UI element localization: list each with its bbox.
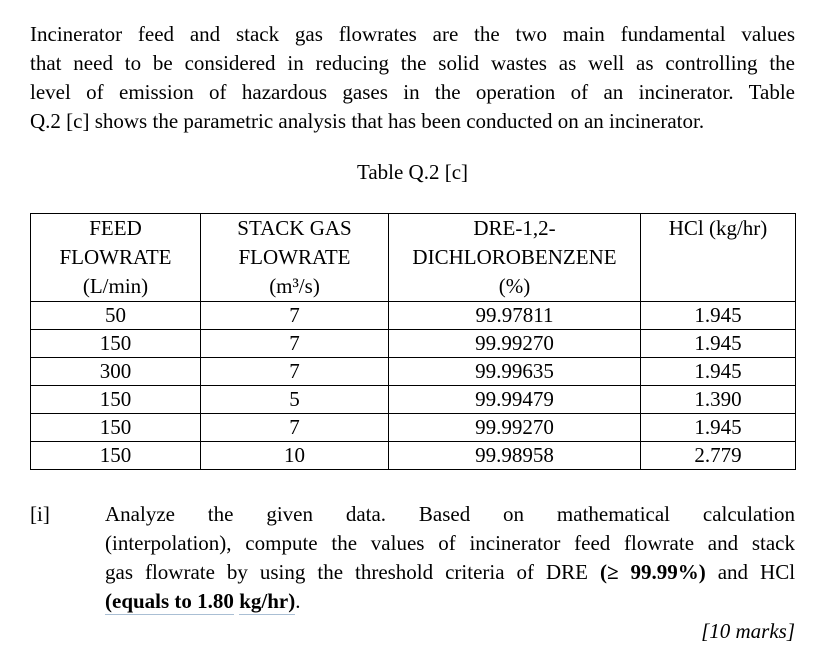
question-line-2: (interpolation), compute the values of i… xyxy=(105,531,795,555)
header-cell-hcl: HCl (kg/hr) xyxy=(640,213,796,302)
table-cell: 7 xyxy=(200,301,389,330)
table-cell: 1.945 xyxy=(640,357,796,386)
table-cell: 150 xyxy=(30,329,201,358)
question-bold-hcl-criteria-part2: kg/hr) xyxy=(239,589,296,615)
table-cell: 150 xyxy=(30,441,201,470)
header-line: FLOWRATE xyxy=(238,245,351,269)
table-caption: Table Q.2 [c] xyxy=(356,160,469,184)
question-bold-hcl-criteria-part1: (equals to 1.80 xyxy=(105,589,234,615)
table-cell: 150 xyxy=(30,385,201,414)
header-cell-dre-dichlorobenzene: DRE-1,2- DICHLOROBENZENE (%) xyxy=(388,213,641,302)
header-line: HCl (kg/hr) xyxy=(668,216,768,240)
header-line: (L/min) xyxy=(82,274,149,298)
table-cell: 1.945 xyxy=(640,301,796,330)
header-line: DICHLOROBENZENE xyxy=(412,245,617,269)
header-line: DRE-1,2- xyxy=(473,216,556,240)
question-line-1: Analyze the given data. Based on mathema… xyxy=(105,502,795,526)
header-line: (%) xyxy=(498,274,531,298)
table-row: 300 7 99.99635 1.945 xyxy=(30,357,796,386)
table-cell: 99.98958 xyxy=(388,441,641,470)
table-row: 150 10 99.98958 2.779 xyxy=(30,441,796,470)
question-text: . xyxy=(295,589,301,613)
table-cell: 99.99270 xyxy=(388,413,641,442)
question-text: gas flowrate by using the threshold crit… xyxy=(105,560,589,584)
intro-paragraph: Incinerator feed and stack gas flowrates… xyxy=(30,20,795,136)
table-cell: 5 xyxy=(200,385,389,414)
question-item-i: [i] Analyze the given data. Based on mat… xyxy=(30,500,795,646)
intro-line-1: Incinerator feed and stack gas flowrates… xyxy=(30,22,795,46)
question-marker: [i] xyxy=(30,502,50,526)
header-cell-stack-gas-flowrate: STACK GAS FLOWRATE (m³/s) xyxy=(200,213,389,302)
header-line: STACK GAS xyxy=(237,216,352,240)
table-cell: 2.779 xyxy=(640,441,796,470)
intro-line-4: Q.2 [c] shows the parametric analysis th… xyxy=(30,109,705,133)
table-cell: 99.99270 xyxy=(388,329,641,358)
question-text: and HCl xyxy=(717,560,796,584)
header-line: (m³/s) xyxy=(269,274,320,298)
table-cell: 7 xyxy=(200,329,389,358)
table-header-row: FEED FLOWRATE (L/min) STACK GAS FLOWRATE… xyxy=(30,213,796,302)
table-cell: 150 xyxy=(30,413,201,442)
question-bold-dre-criteria: (≥ 99.99%) xyxy=(600,560,706,584)
table-cell: 7 xyxy=(200,357,389,386)
table-row: 150 5 99.99479 1.390 xyxy=(30,385,796,414)
parametric-analysis-table: FEED FLOWRATE (L/min) STACK GAS FLOWRATE… xyxy=(30,213,796,470)
table-cell: 99.99479 xyxy=(388,385,641,414)
question-line-4: (equals to 1.80 kg/hr). xyxy=(105,587,795,616)
intro-line-2: that need to be considered in reducing t… xyxy=(30,51,795,75)
header-line: FEED xyxy=(89,216,142,240)
header-cell-feed-flowrate: FEED FLOWRATE (L/min) xyxy=(30,213,201,302)
table-cell: 99.97811 xyxy=(388,301,641,330)
table-cell: 1.945 xyxy=(640,413,796,442)
header-line: FLOWRATE xyxy=(59,245,172,269)
table-cell: 50 xyxy=(30,301,201,330)
table-cell: 10 xyxy=(200,441,389,470)
table-row: 150 7 99.99270 1.945 xyxy=(30,413,796,442)
intro-line-3: level of emission of hazardous gases in … xyxy=(30,80,795,104)
table-cell: 300 xyxy=(30,357,201,386)
question-line-3: gas flowrate by using the threshold crit… xyxy=(105,558,795,587)
table-row: 150 7 99.99270 1.945 xyxy=(30,329,796,358)
table-cell: 7 xyxy=(200,413,389,442)
table-row: 50 7 99.97811 1.945 xyxy=(30,301,796,330)
table-cell: 1.945 xyxy=(640,329,796,358)
marks-label: [10 marks] xyxy=(701,619,795,643)
question-body: Analyze the given data. Based on mathema… xyxy=(105,500,795,646)
table-cell: 1.390 xyxy=(640,385,796,414)
table-cell: 99.99635 xyxy=(388,357,641,386)
